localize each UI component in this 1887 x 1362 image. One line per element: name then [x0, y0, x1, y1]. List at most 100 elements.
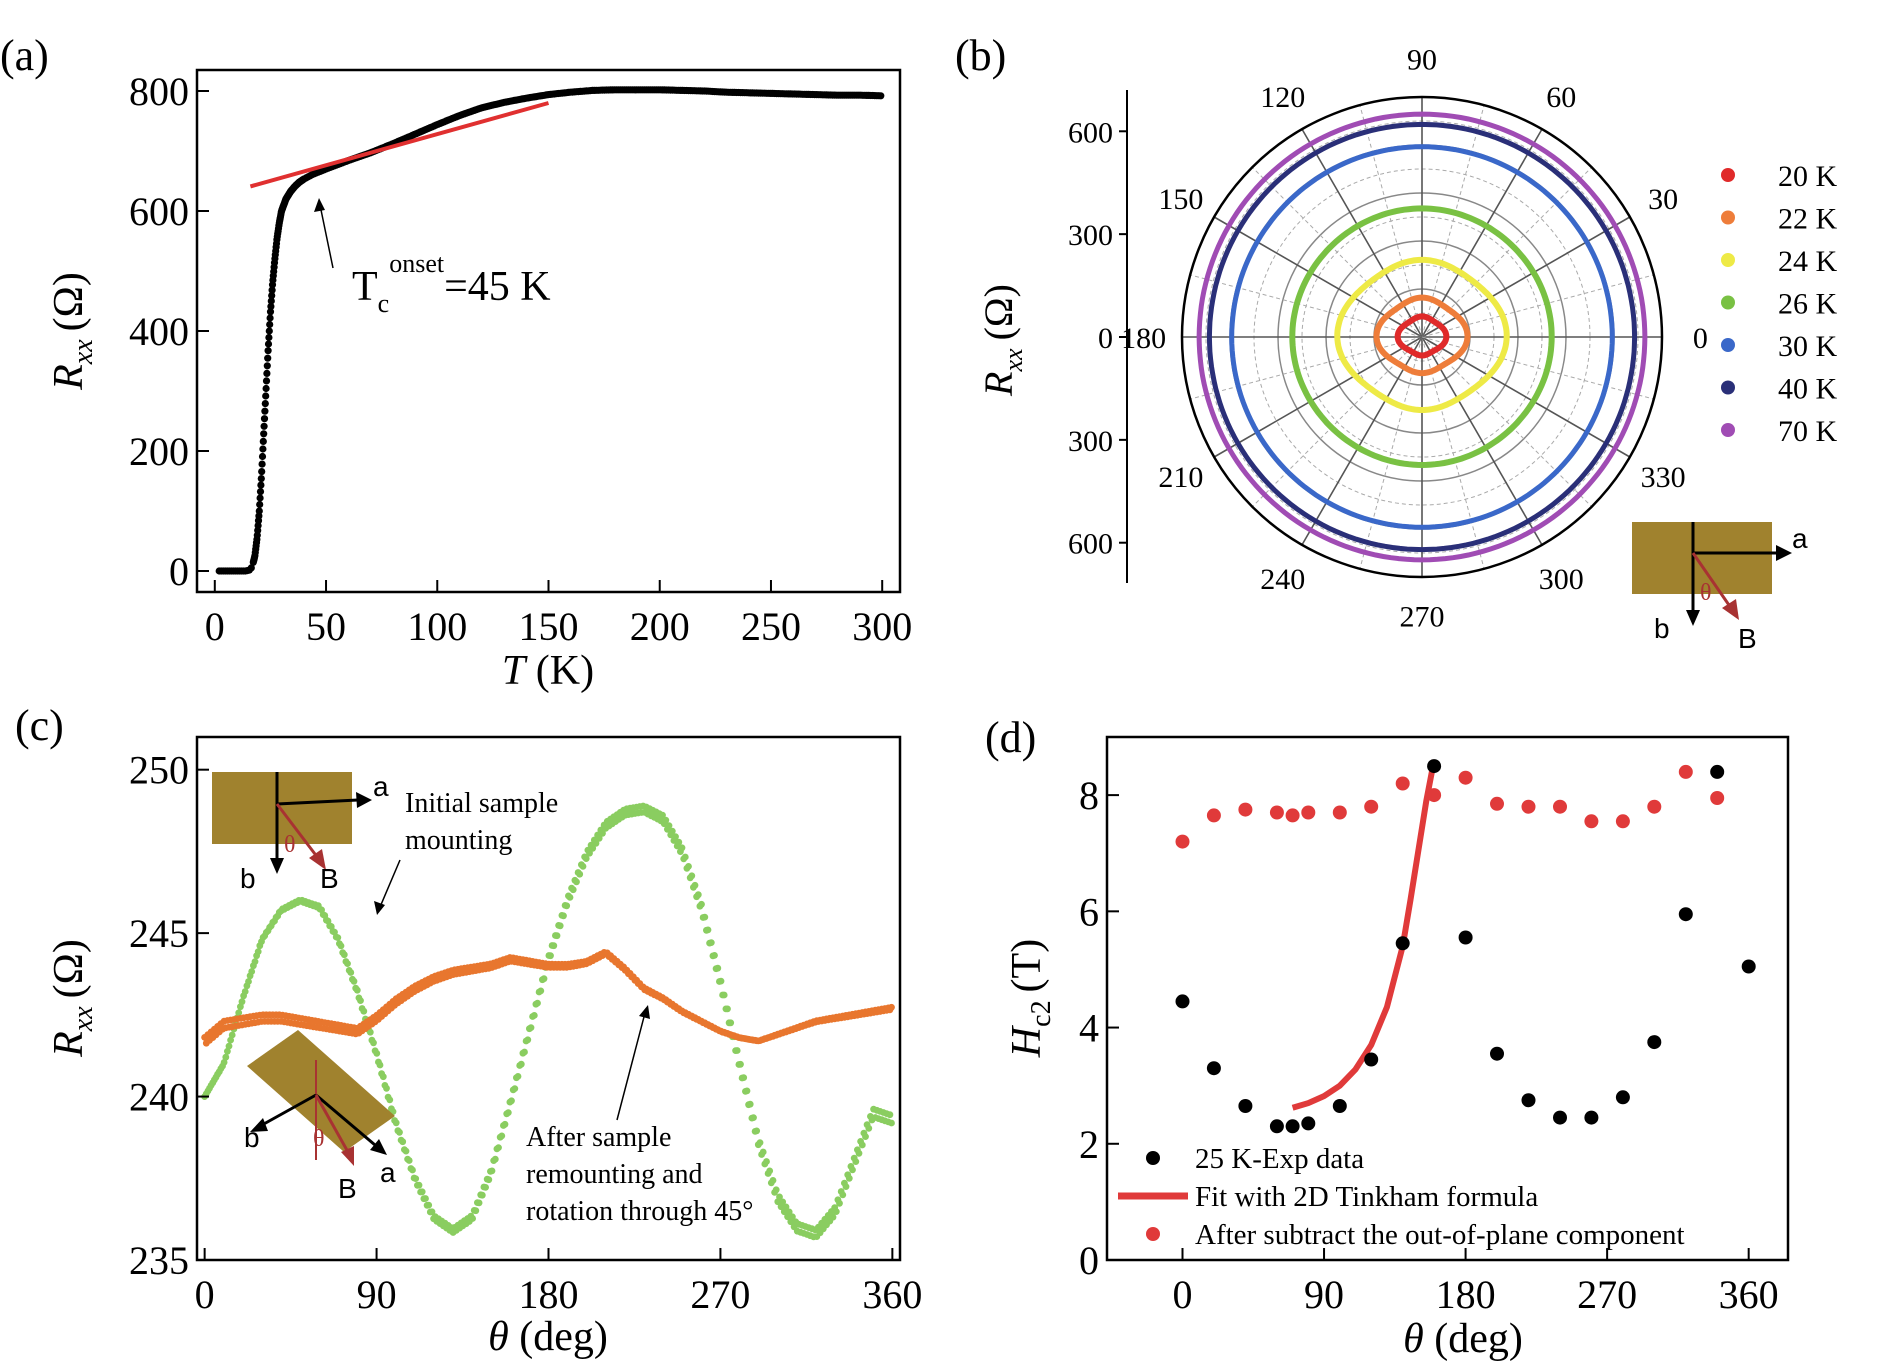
c-point-initial-mounting	[832, 1208, 840, 1215]
c-annotation-initial-line1: Initial sample	[405, 788, 558, 819]
a-tc-annotation: Tc onset=45 K	[352, 249, 551, 318]
b-grid-spoke	[1421, 166, 1593, 338]
c-inset2-sample	[247, 1030, 395, 1152]
c-point-initial-mounting	[698, 900, 705, 908]
a-xtick-label: 100	[407, 604, 467, 649]
c-point-initial-mounting	[560, 912, 567, 920]
c-point-after-remounting	[888, 1003, 895, 1011]
b-legend-label: 26 K	[1778, 288, 1838, 321]
a-rxx-point	[266, 314, 274, 322]
b-legend-label: 24 K	[1778, 245, 1838, 278]
b-angle-label: 60	[1546, 81, 1576, 114]
c-point-initial-mounting	[379, 1073, 387, 1081]
c-point-initial-mounting	[855, 1149, 863, 1157]
a-tc-sub: c	[378, 289, 390, 318]
d-exp-point	[1584, 1110, 1599, 1125]
c-xlabel-unit: (deg)	[519, 1314, 608, 1360]
c-inset1-sample	[212, 772, 352, 844]
a-rxx-point	[261, 400, 269, 408]
b-curve-70K	[1196, 111, 1648, 563]
c-point-initial-mounting	[517, 1060, 525, 1068]
c-xlabel-symbol: θ	[488, 1314, 509, 1360]
c-point-initial-mounting	[839, 1191, 847, 1199]
a-ytick-label: 800	[129, 69, 189, 114]
c-point-initial-mounting	[383, 1084, 390, 1092]
b-angle-label: 330	[1641, 461, 1686, 494]
a-xtick-label: 0	[205, 604, 225, 649]
c-point-initial-mounting	[537, 987, 545, 995]
c-point-initial-mounting	[592, 839, 600, 847]
c-annotation-after-line3: rotation through 45°	[526, 1196, 753, 1227]
b-angle-label: 150	[1158, 183, 1203, 216]
panel-a: (a) 0 50 100 150 200 250 300 0 200 400 600 800 Tc on…	[0, 31, 912, 694]
d-exp-point	[1458, 930, 1473, 945]
a-rxx-point	[264, 347, 272, 355]
d-xtick-label: 270	[1577, 1272, 1637, 1317]
a-xlabel-unit: (K)	[536, 648, 594, 694]
c-point-initial-mounting	[665, 822, 673, 829]
b-legend-label: 70 K	[1778, 415, 1838, 448]
c-inset2-a-arrowhead	[370, 1139, 387, 1155]
d-xlabel-symbol: θ	[1403, 1316, 1424, 1362]
c-point-initial-mounting	[340, 951, 348, 959]
c-ytick-label: 245	[129, 911, 189, 956]
c-xtick-label: 180	[519, 1272, 579, 1317]
b-grid-spoke	[1421, 274, 1654, 338]
c-point-initial-mounting	[789, 1213, 796, 1221]
d-legend-marker-exp	[1146, 1151, 1160, 1165]
b-data-marks	[1196, 111, 1648, 563]
c-point-initial-mounting	[475, 1199, 483, 1207]
a-rxx-point	[266, 320, 274, 329]
c-point-initial-mounting	[573, 878, 580, 886]
a-rxx-point	[877, 92, 885, 100]
d-exp-point	[1490, 1046, 1504, 1061]
a-ylabel-unit: (Ω)	[46, 272, 92, 331]
b-angle-label: 270	[1400, 600, 1445, 633]
d-subtracted-point	[1332, 805, 1347, 820]
c-point-initial-mounting	[347, 969, 355, 976]
c-point-initial-mounting	[534, 999, 541, 1007]
d-exp-point	[1427, 759, 1442, 774]
c-point-initial-mounting	[569, 886, 577, 894]
c-point-initial-mounting	[511, 1085, 519, 1092]
d-ylabel-unit: (T)	[1004, 939, 1050, 993]
b-legend-marker	[1721, 338, 1735, 352]
c-point-initial-mounting	[540, 975, 548, 983]
b-y-axis-title: Rxx (Ω)	[976, 284, 1028, 397]
c-point-initial-mounting	[727, 1019, 735, 1027]
b-grid-spoke	[1359, 105, 1423, 338]
b-grid-spoke	[1421, 105, 1485, 338]
c-annotation-after-line2: remounting and	[526, 1159, 703, 1190]
d-xtick-label: 360	[1719, 1272, 1779, 1317]
c-annotation-initial-arrow	[379, 859, 401, 908]
a-annotation-arrowhead	[314, 198, 325, 212]
c-point-initial-mounting	[707, 939, 715, 946]
c-point-initial-mounting	[360, 1007, 368, 1015]
a-rxx-point	[268, 292, 276, 300]
b-inset-B-label: B	[1738, 623, 1757, 654]
c-point-initial-mounting	[701, 913, 709, 921]
c-point-initial-mounting	[772, 1186, 780, 1194]
c-annotation-initial-arrowhead	[374, 901, 385, 915]
c-point-initial-mounting	[842, 1183, 850, 1190]
c-point-initial-mounting	[711, 952, 718, 959]
d-subtracted-point	[1584, 814, 1599, 829]
b-radial-ticks: 600 300 0 300 600	[1068, 116, 1127, 561]
c-point-initial-mounting	[344, 960, 351, 967]
c-point-initial-mounting	[589, 844, 597, 852]
b-ylabel-symbol: R	[976, 372, 1021, 397]
a-rxx-point	[264, 340, 273, 348]
c-point-initial-mounting	[763, 1158, 770, 1165]
b-legend-label: 22 K	[1778, 203, 1838, 236]
c-point-initial-mounting	[402, 1147, 410, 1155]
c-point-initial-mounting	[376, 1061, 384, 1069]
a-rxx-point	[261, 407, 269, 415]
d-legend: 25 K-Exp data Fit with 2D Tinkham formul…	[1118, 1143, 1685, 1251]
c-axis-ticks: 0 90 180 270 360 235 240 245 250	[129, 748, 922, 1317]
c-point-initial-mounting	[852, 1158, 860, 1165]
c-point-initial-mounting	[350, 977, 358, 985]
b-curve-20K	[1394, 313, 1450, 359]
c-point-initial-mounting	[501, 1120, 509, 1128]
a-rxx-point	[258, 460, 266, 468]
